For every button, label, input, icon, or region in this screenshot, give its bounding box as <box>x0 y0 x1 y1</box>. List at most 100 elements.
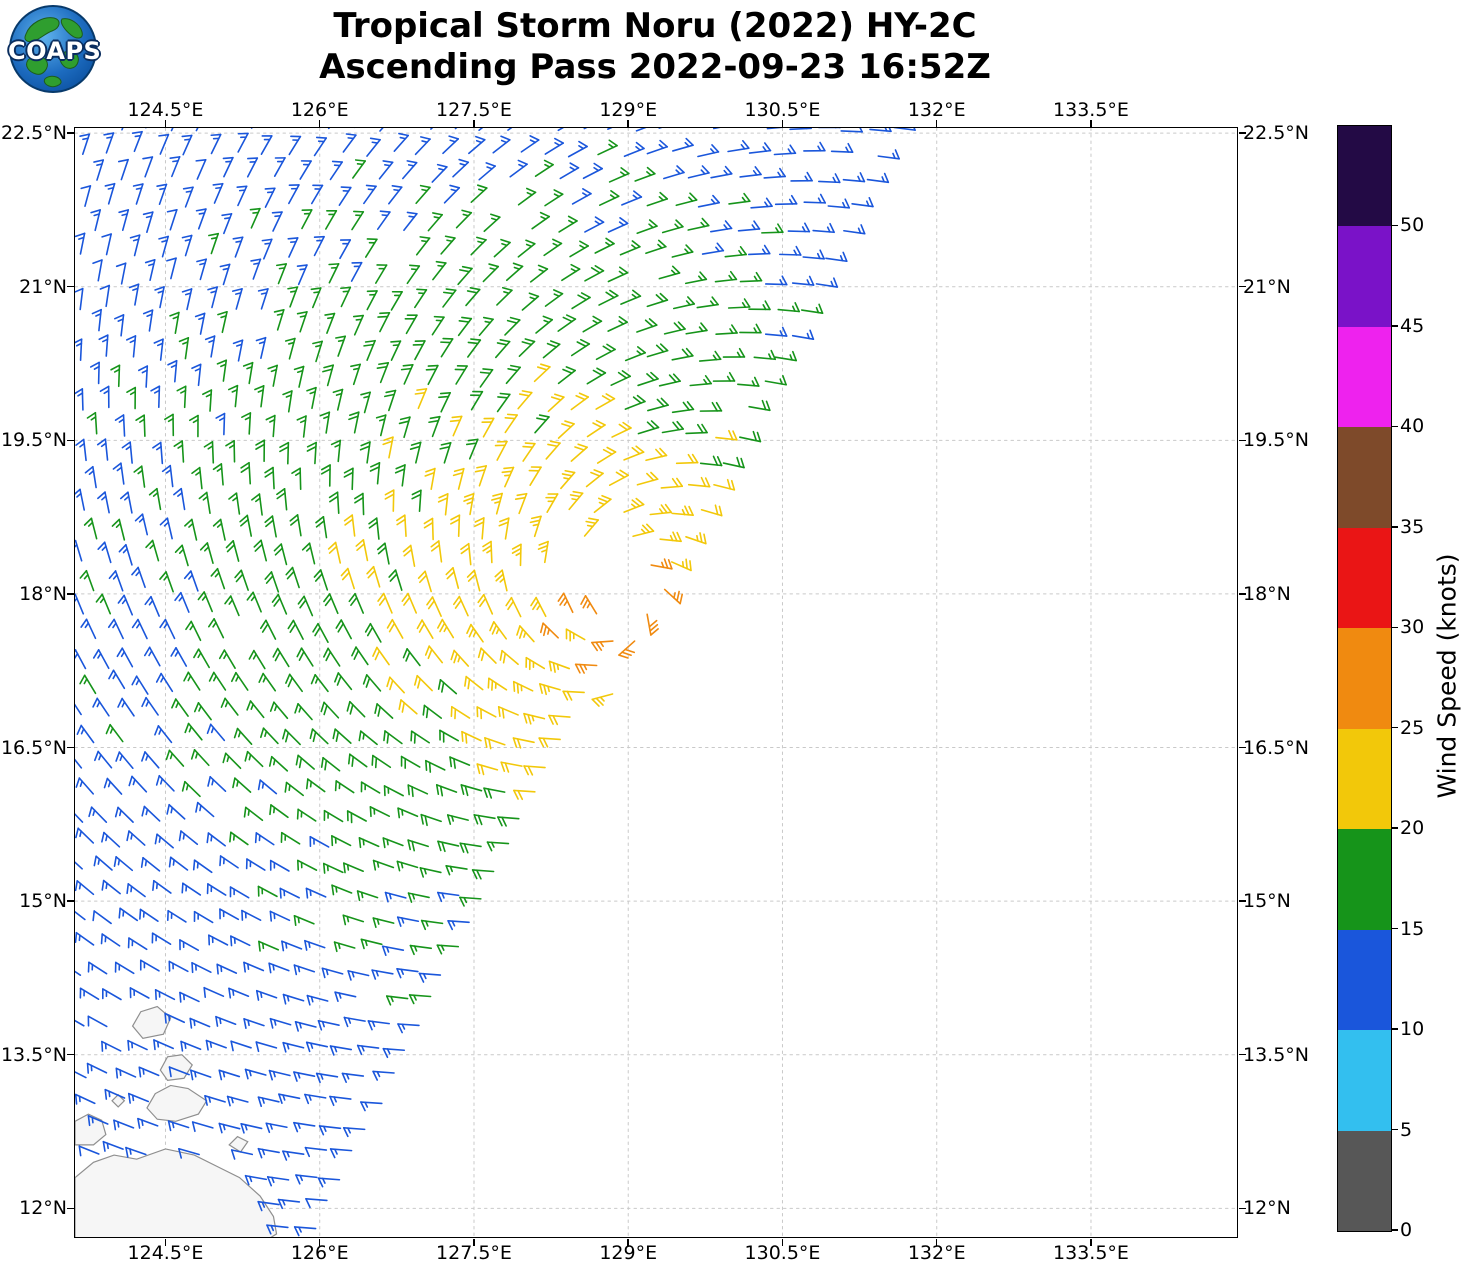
x-tick-label-bottom: 126°E <box>290 1242 349 1264</box>
colorbar-tick-mark <box>1391 1028 1398 1030</box>
x-tick-label-bottom: 130.5°E <box>744 1242 821 1264</box>
y-tick-label-right: 19.5°N <box>1243 429 1310 452</box>
colorbar-tick-mark <box>1391 1128 1398 1131</box>
colorbar-segment <box>1338 226 1391 327</box>
x-tick-mark <box>164 1238 167 1246</box>
y-tick-mark <box>66 900 74 902</box>
colorbar-tick-label: 5 <box>1400 1118 1413 1141</box>
colorbar-tick-label: 45 <box>1400 314 1425 337</box>
x-tick-mark <box>1090 1238 1092 1246</box>
y-tick-mark <box>66 593 74 595</box>
y-tick-label-right: 13.5°N <box>1243 1043 1310 1066</box>
colorbar-tick-label: 15 <box>1400 917 1425 940</box>
y-tick-mark <box>66 1207 74 1210</box>
x-tick-mark <box>318 1238 321 1246</box>
x-tick-mark <box>935 1238 938 1246</box>
x-tick-label-top: 129°E <box>599 99 658 121</box>
coaps-logo-text: COAPS <box>8 37 102 65</box>
wind-barb-canvas <box>74 127 1237 1237</box>
coaps-logo: COAPS <box>8 4 102 94</box>
y-tick-mark <box>1238 285 1246 288</box>
x-tick-label-top: 126°E <box>290 99 349 121</box>
colorbar-tick-mark <box>1391 927 1398 930</box>
y-tick-label-left: 15°N <box>19 890 67 913</box>
y-tick-mark <box>1238 439 1246 442</box>
y-tick-label-left: 13.5°N <box>0 1043 67 1066</box>
x-tick-mark <box>627 1238 629 1246</box>
x-tick-label-bottom: 129°E <box>599 1242 658 1264</box>
colorbar-tick-label: 30 <box>1400 616 1425 639</box>
y-tick-label-left: 21°N <box>19 275 67 298</box>
colorbar-title: Wind Speed (knots) <box>1432 553 1462 799</box>
colorbar-tick-mark <box>1391 526 1398 528</box>
y-tick-label-left: 12°N <box>19 1197 67 1220</box>
colorbar-tick-label: 10 <box>1400 1018 1425 1041</box>
y-tick-label-right: 12°N <box>1243 1197 1291 1220</box>
y-tick-label-right: 18°N <box>1243 582 1291 605</box>
figure-title: Tropical Storm Noru (2022) HY-2C <box>333 6 977 46</box>
y-tick-label-right: 21°N <box>1243 275 1291 298</box>
x-tick-mark <box>473 1238 475 1246</box>
colorbar-segment <box>1338 427 1391 528</box>
colorbar-segment <box>1338 829 1391 930</box>
globe-icon <box>9 5 97 93</box>
x-tick-mark <box>1090 119 1092 127</box>
y-tick-mark <box>66 1053 74 1056</box>
y-tick-label-left: 22.5°N <box>0 122 67 145</box>
y-tick-label-right: 22.5°N <box>1243 122 1310 145</box>
y-tick-mark <box>1238 1207 1246 1210</box>
colorbar-tick-label: 25 <box>1400 716 1425 739</box>
y-tick-mark <box>1238 593 1246 595</box>
y-tick-mark <box>1238 1053 1246 1056</box>
colorbar <box>1337 125 1392 1232</box>
colorbar-segment <box>1338 929 1391 1031</box>
x-tick-label-top: 127.5°E <box>436 99 512 121</box>
colorbar-tick-label: 20 <box>1400 817 1425 840</box>
colorbar-tick-mark <box>1391 425 1398 428</box>
y-tick-label-left: 16.5°N <box>0 736 67 759</box>
y-tick-mark <box>1238 132 1246 134</box>
y-tick-label-left: 18°N <box>19 582 67 605</box>
x-tick-label-top: 124.5°E <box>127 99 204 121</box>
y-tick-mark <box>66 439 74 442</box>
y-tick-mark <box>1238 900 1246 902</box>
map-plot-area <box>73 126 1238 1238</box>
x-tick-mark <box>781 1238 784 1246</box>
colorbar-tick-label: 35 <box>1400 515 1425 538</box>
colorbar-segment <box>1338 1130 1391 1231</box>
x-tick-mark <box>627 119 629 127</box>
x-tick-mark <box>164 119 167 127</box>
x-tick-mark <box>318 119 321 127</box>
colorbar-segment <box>1338 126 1391 227</box>
colorbar-segment <box>1338 326 1391 428</box>
y-tick-mark <box>1238 746 1246 749</box>
x-tick-label-top: 133.5°E <box>1053 99 1129 121</box>
colorbar-segment <box>1338 628 1391 729</box>
y-tick-mark <box>66 746 74 749</box>
x-tick-label-top: 132°E <box>907 99 966 121</box>
colorbar-tick-mark <box>1391 224 1398 227</box>
colorbar-segment <box>1338 1030 1391 1131</box>
figure-subtitle: Ascending Pass 2022-09-23 16:52Z <box>319 47 991 87</box>
colorbar-tick-mark <box>1391 827 1398 829</box>
x-tick-mark <box>935 119 938 127</box>
y-tick-label-right: 15°N <box>1243 890 1291 913</box>
x-tick-label-bottom: 127.5°E <box>436 1242 512 1264</box>
colorbar-tick-label: 40 <box>1400 415 1425 438</box>
x-tick-mark <box>781 119 784 127</box>
colorbar-tick-mark <box>1391 626 1398 629</box>
y-tick-mark <box>66 285 74 288</box>
x-tick-mark <box>473 119 475 127</box>
x-tick-label-top: 130.5°E <box>744 99 821 121</box>
y-tick-mark <box>66 132 74 134</box>
colorbar-tick-mark <box>1391 325 1398 327</box>
colorbar-segment <box>1338 527 1391 629</box>
y-tick-label-left: 19.5°N <box>0 429 67 452</box>
y-tick-label-right: 16.5°N <box>1243 736 1310 759</box>
x-tick-label-bottom: 132°E <box>907 1242 966 1264</box>
x-tick-label-bottom: 133.5°E <box>1053 1242 1129 1264</box>
colorbar-tick-label: 50 <box>1400 214 1425 237</box>
colorbar-segment <box>1338 728 1391 830</box>
colorbar-tick-mark <box>1391 1229 1398 1231</box>
